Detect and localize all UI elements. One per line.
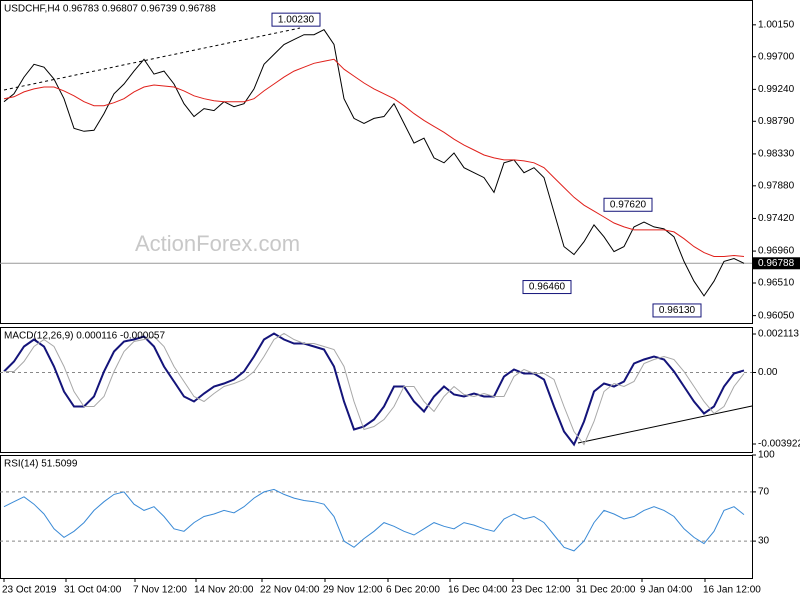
y-tick-label: 0.00 [758,367,778,378]
x-tick-label: 14 Nov 20:00 [194,585,254,596]
x-tick-label: 31 Dec 20:00 [576,585,636,596]
annotation-label: 0.96130 [659,305,696,316]
panel-title: USDCHF,H4 0.96783 0.96807 0.96739 0.9678… [4,4,216,15]
x-tick-label: 16 Jan 12:00 [703,585,761,596]
annotation-label: 1.00230 [278,14,315,25]
y-tick-label: 1.00150 [758,19,795,30]
y-tick-label: 30 [758,536,770,547]
y-tick-label: 0.96050 [758,310,795,321]
macd-panel [0,327,753,453]
x-tick-label: 9 Jan 04:00 [640,585,693,596]
annotation-box [271,12,321,27]
series-line [3,58,745,257]
x-tick-label: 16 Dec 04:00 [448,585,508,596]
x-tick-label: 7 Nov 12:00 [133,585,187,596]
annotation-box [603,197,653,212]
panel-title: RSI(14) 51.5099 [4,459,78,470]
series-line [3,488,745,552]
y-tick-label: 0.97880 [758,180,795,191]
y-tick-label: 0.98330 [758,149,795,160]
panel-title: MACD(12,26,9) 0.000116 -0.000057 [4,331,165,342]
x-tick-label: 23 Dec 12:00 [511,585,571,596]
y-tick-label: 70 [758,487,770,498]
annotation-box [522,280,572,295]
y-tick-label: 0.96510 [758,278,795,289]
watermark: ActionForex.com [135,231,300,256]
x-tick-label: 31 Oct 04:00 [64,585,122,596]
series-line [4,332,745,446]
current-price-label: 0.96788 [758,258,795,269]
x-tick-label: 23 Oct 2019 [2,585,57,596]
y-tick-label: -0.003922 [758,439,800,450]
trend-line [577,405,753,444]
current-price-box [753,257,800,270]
series-line [3,29,745,297]
annotation-box [652,303,702,318]
y-tick-label: 0.002113 [758,329,799,340]
annotation-label: 0.96460 [529,282,566,293]
x-tick-label: 6 Dec 20:00 [386,585,440,596]
y-tick-label: 0.96960 [758,246,795,257]
series-line [3,332,745,447]
trend-line [3,27,301,91]
y-tick-label: 0.99700 [758,51,795,62]
x-tick-label: 22 Nov 04:00 [260,585,320,596]
annotation-label: 0.97620 [610,199,647,210]
price-panel [0,0,753,324]
x-tick-label: 29 Nov 12:00 [323,585,383,596]
rsi-panel [0,455,753,579]
y-tick-label: 0.97420 [758,213,795,224]
y-tick-label: 0.98790 [758,116,795,127]
y-tick-label: 0.99240 [758,84,795,95]
y-tick-label: 100 [758,450,775,461]
